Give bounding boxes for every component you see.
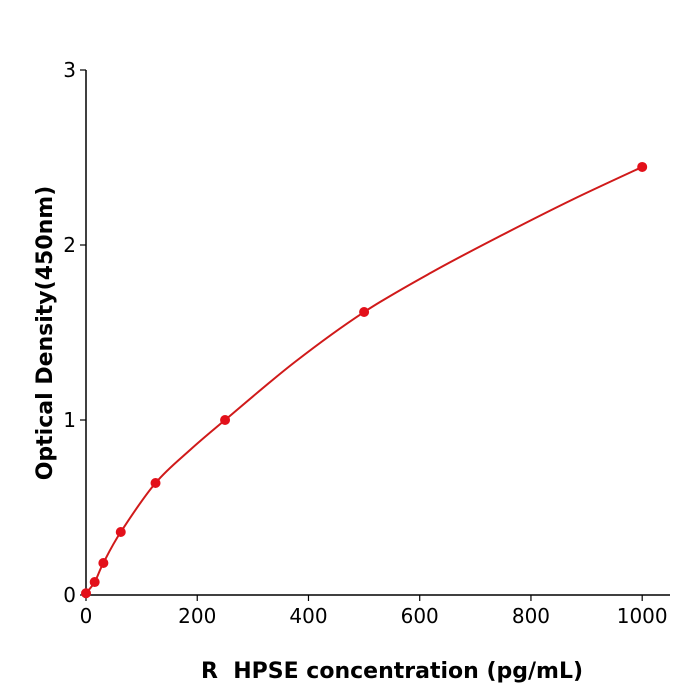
x-axis-label: R HPSE concentration (pg/mL) [201,659,583,684]
y-tick-label: 3 [63,58,76,82]
data-point [359,307,370,318]
data-point [81,588,91,599]
y-tick-label: 0 [63,583,76,607]
x-tick-label: 0 [80,604,93,628]
data-point [637,161,648,172]
data-point [98,557,109,568]
y-tick-label: 2 [63,233,76,257]
x-tick-label: 400 [289,604,327,628]
x-tick-label: 200 [178,604,216,628]
data-point [150,478,161,488]
data-point [220,415,231,425]
y-tick-label: 1 [63,408,76,432]
x-tick-label: 1000 [617,604,668,628]
x-tick-label: 800 [512,604,550,628]
x-tick-label: 600 [401,604,439,628]
y-axis-label: Optical Density(450nm) [33,186,58,481]
data-point [89,577,100,588]
fit-curve [85,166,643,594]
data-point [115,527,126,537]
